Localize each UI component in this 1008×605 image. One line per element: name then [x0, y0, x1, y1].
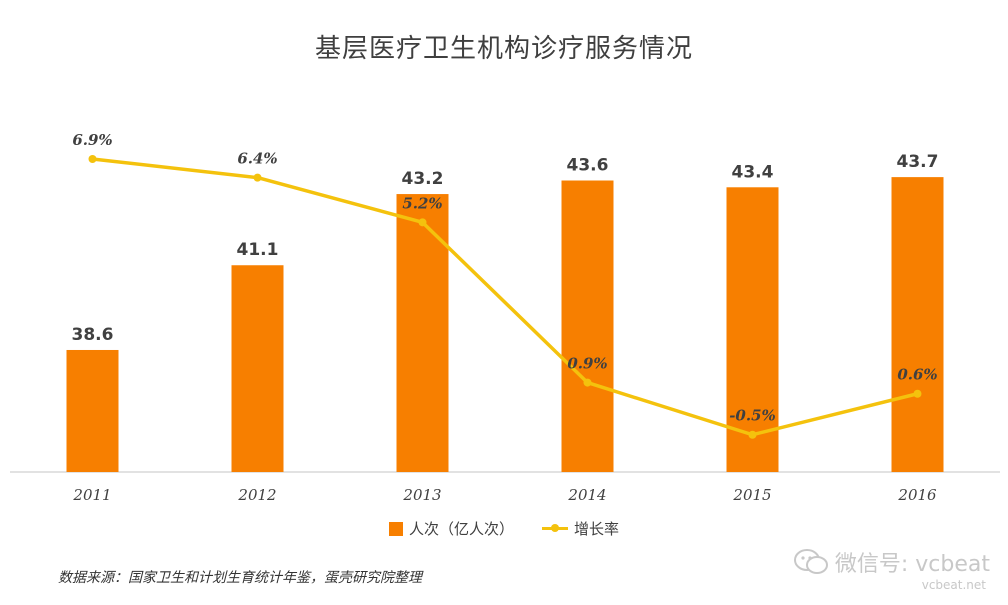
legend-label-visits: 人次（亿人次）: [408, 520, 514, 538]
bar-label-2014: 43.6: [567, 156, 609, 176]
growth-point-2014: [583, 378, 592, 387]
growth-point-2012: [253, 173, 262, 182]
source-note: 数据来源：国家卫生和计划生育统计年鉴，蛋壳研究院整理: [58, 570, 422, 586]
watermark: 微信号: vcbeat: [793, 546, 990, 578]
bar-2011: [66, 349, 119, 472]
bar-label-2016: 43.7: [897, 152, 939, 172]
growth-point-2016: [913, 389, 922, 398]
x-tick-2016: 2016: [897, 486, 937, 504]
legend-item-growth: 增长率: [542, 518, 619, 539]
legend-line-swatch: [542, 524, 568, 532]
growth-label-2014: 0.9%: [567, 355, 607, 373]
bar-2012: [231, 265, 284, 472]
x-tick-2013: 2013: [402, 486, 441, 504]
growth-label-2015: -0.5%: [729, 407, 776, 425]
growth-label-2012: 6.4%: [237, 150, 277, 168]
x-tick-2015: 2015: [732, 486, 771, 504]
legend-label-growth: 增长率: [574, 520, 620, 538]
watermark-text: 微信号: vcbeat: [834, 552, 990, 577]
bar-label-2012: 41.1: [237, 240, 279, 260]
bar-label-2015: 43.4: [732, 162, 774, 182]
growth-line: [92, 157, 918, 437]
watermark-sub: vcbeat.net: [921, 578, 986, 592]
bar-label-2013: 43.2: [402, 169, 444, 189]
x-tick-2014: 2014: [567, 486, 606, 504]
growth-label-2016: 0.6%: [897, 366, 937, 384]
legend-item-visits: 人次（亿人次）: [388, 518, 514, 539]
legend: 人次（亿人次） 增长率: [0, 518, 1008, 539]
wechat-icon: [793, 548, 829, 576]
bar-2016: [891, 177, 944, 472]
bar-2013: [396, 194, 449, 472]
growth-point-2015: [748, 430, 757, 439]
chart-title: 基层医疗卫生机构诊疗服务情况: [314, 34, 693, 64]
growth-point-2011: [88, 154, 97, 163]
bar-2014: [561, 180, 614, 473]
legend-bar-swatch: [388, 521, 403, 536]
growth-point-2013: [418, 218, 427, 227]
growth-label-2013: 5.2%: [402, 194, 442, 212]
x-tick-2012: 2012: [237, 486, 276, 504]
bar-2015: [726, 187, 779, 472]
x-tick-2011: 2011: [72, 486, 111, 504]
bar-label-2011: 38.6: [72, 325, 114, 345]
growth-label-2011: 6.9%: [72, 131, 112, 149]
